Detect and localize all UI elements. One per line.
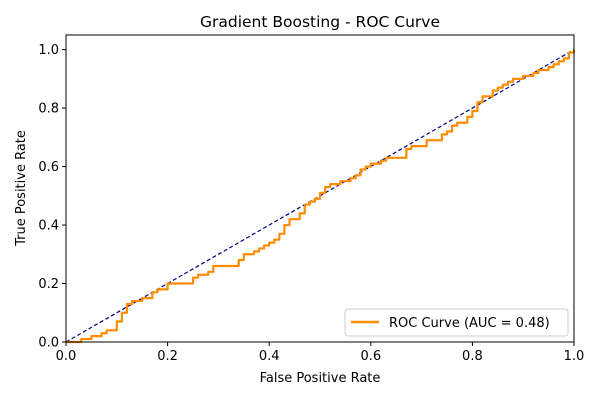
chart-title: Gradient Boosting - ROC Curve xyxy=(200,13,440,31)
legend-box xyxy=(344,308,569,337)
plot-marks xyxy=(65,49,576,344)
y-axis-label: True Positive Rate xyxy=(14,130,29,247)
y-tick-label: 0.2 xyxy=(38,277,59,292)
x-tick-label: 0.8 xyxy=(462,349,483,364)
legend-label: ROC Curve (AUC = 0.48) xyxy=(389,316,550,331)
y-tick-label: 0.6 xyxy=(38,160,59,175)
legend: ROC Curve (AUC = 0.48) xyxy=(344,308,569,337)
x-tick-label: 0.4 xyxy=(259,349,280,364)
y-tick-label: 0.4 xyxy=(38,219,59,234)
plot-area xyxy=(66,35,574,342)
axis-ticks: 0.0 0.2 0.4 0.6 0.8 1.0 0.0 0.2 0.4 0.6 0.8 1.0 xyxy=(38,43,584,364)
x-tick-label: 0.2 xyxy=(157,349,178,364)
y-tick-label: 1.0 xyxy=(38,43,59,58)
plot-border xyxy=(65,34,575,343)
x-tick-label: 0.6 xyxy=(360,349,381,364)
y-tick-label: 0.8 xyxy=(38,102,59,117)
x-tick-label: 1.0 xyxy=(564,349,585,364)
x-tick-label: 0.0 xyxy=(56,349,77,364)
x-axis-label: False Positive Rate xyxy=(260,371,381,386)
y-tick-label: 0.0 xyxy=(38,336,59,351)
roc-curve-line xyxy=(66,49,576,344)
